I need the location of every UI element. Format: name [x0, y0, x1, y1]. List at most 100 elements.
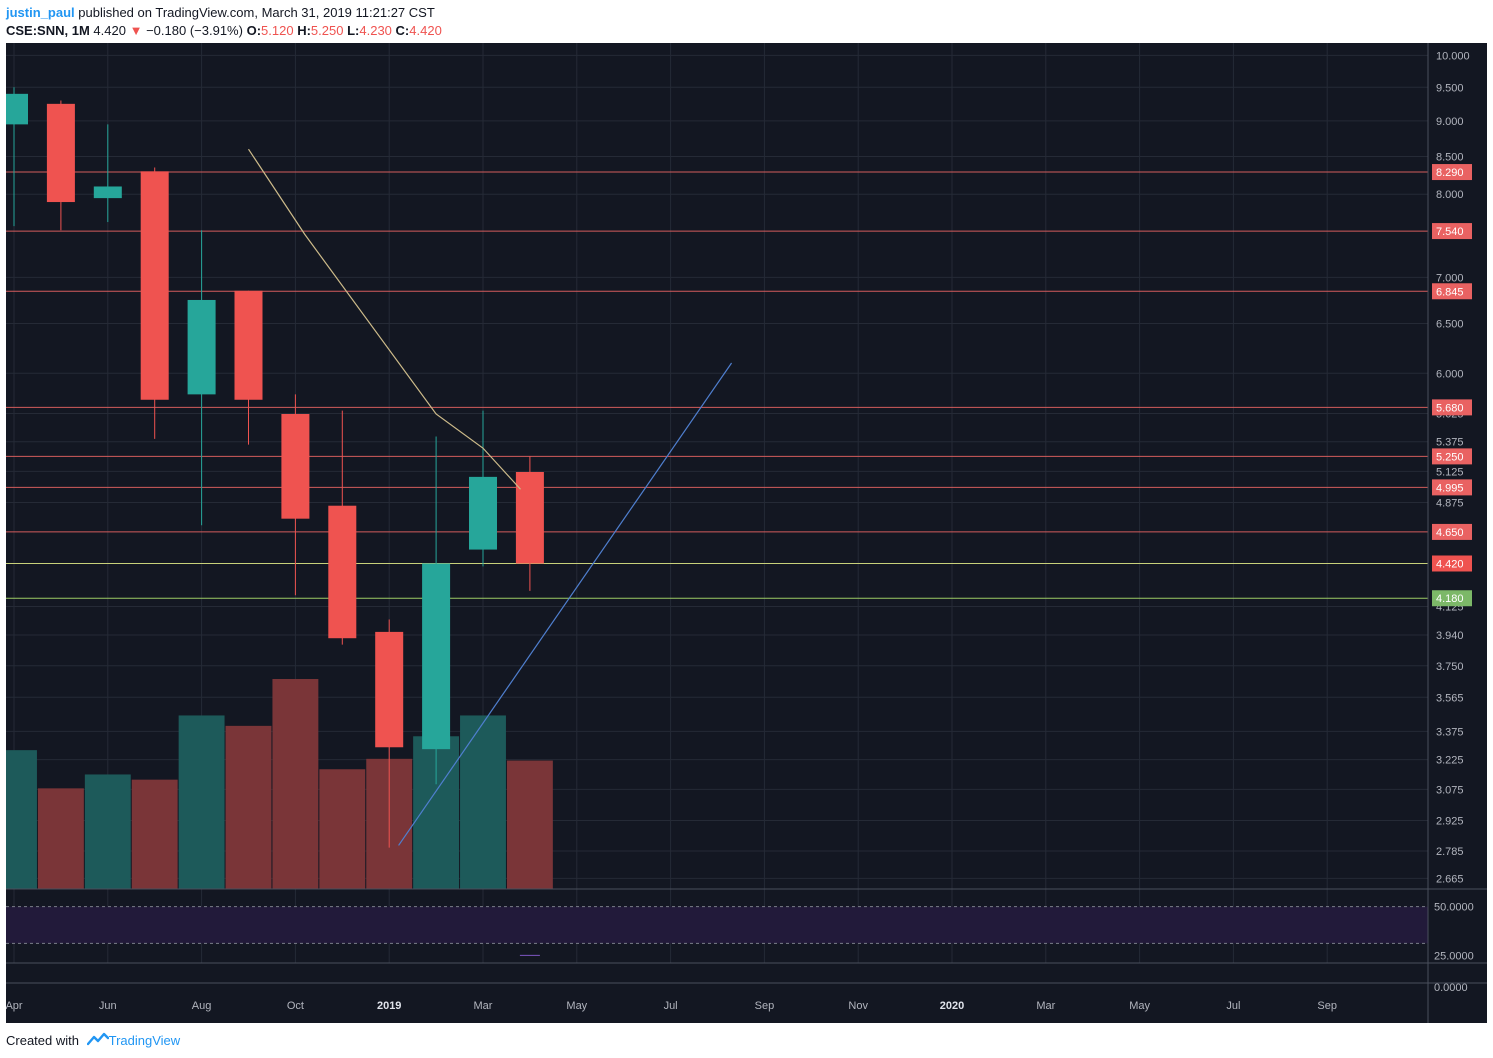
price-tag-label: 4.420 [1436, 558, 1464, 570]
symbol-interval: CSE:SNN, 1M [6, 23, 90, 38]
publish-info: justin_paul published on TradingView.com… [6, 4, 1486, 22]
time-axis-label: 2020 [940, 1000, 964, 1012]
price-tag-label: 5.680 [1436, 402, 1464, 414]
volume-bar [178, 715, 225, 889]
candle-body [6, 93, 28, 125]
low-value: 4.230 [359, 23, 392, 38]
price-axis-label: 4.875 [1436, 498, 1464, 510]
candle-body [46, 103, 75, 203]
candle-body [422, 563, 451, 750]
symbol-info: CSE:SNN, 1M 4.420 ▼ −0.180 (−3.91%) O:5.… [6, 22, 1486, 40]
last-price: 4.420 [93, 23, 126, 38]
open-value: 5.120 [261, 23, 294, 38]
price-axis-label: 3.375 [1436, 726, 1464, 738]
low-label: L: [347, 23, 360, 38]
tradingview-brand[interactable]: TradingView [108, 1033, 181, 1048]
price-tag-label: 4.995 [1436, 482, 1464, 494]
volume-bar [131, 779, 178, 889]
price-tag [1432, 523, 1472, 540]
price-tag [1432, 479, 1472, 496]
time-axis-label: Mar [1036, 1000, 1055, 1012]
time-axis-label: May [566, 1000, 587, 1012]
author-link[interactable]: justin_paul [6, 5, 75, 20]
price-axis-label: 3.565 [1436, 692, 1464, 704]
time-axis-label: Nov [848, 1000, 868, 1012]
price-axis-label: 3.750 [1436, 661, 1464, 673]
price-axis-label: 5.125 [1436, 466, 1464, 478]
candle-body [187, 299, 216, 395]
candle-body [375, 631, 404, 748]
price-chart[interactable]: Apr Jun Aug Oct 2019 Mar May Jul Sep Nov 2020 Mar Ma… [6, 43, 1487, 1023]
candle-body [469, 476, 497, 550]
price-tag [1432, 164, 1472, 181]
indicator-band [6, 906, 1428, 944]
volume-bar [6, 750, 37, 889]
time-axis-label: Sep [755, 1000, 775, 1012]
volume-bar [506, 760, 553, 889]
price-axis-label: 10.000 [1436, 50, 1470, 62]
price-tag-label: 6.845 [1436, 286, 1464, 298]
volume-bar [84, 774, 131, 889]
ascending-trendline [398, 362, 733, 846]
price-axis-label: 5.375 [1436, 437, 1464, 449]
price-axis-label: 2.665 [1436, 873, 1464, 885]
price-tag-label: 4.650 [1436, 527, 1464, 539]
price-axis-label: 3.075 [1436, 784, 1464, 796]
price-tag [1432, 283, 1472, 300]
close-label: C: [395, 23, 410, 38]
volume-bar [37, 788, 84, 889]
price-axis-label: 2.785 [1436, 846, 1464, 858]
volume-bar [319, 769, 366, 889]
indicator-axis-label: 50.0000 [1434, 902, 1474, 914]
candle-body [281, 413, 310, 519]
candle-body [515, 471, 544, 564]
time-axis-label: Apr [6, 1000, 23, 1012]
price-tag [1432, 590, 1472, 607]
price-tag-label: 5.250 [1436, 451, 1464, 463]
price-axis-label: 6.000 [1436, 368, 1464, 380]
created-with-text: Created with [6, 1033, 79, 1048]
price-axis-label: 9.500 [1436, 82, 1464, 94]
time-axis-label: Sep [1317, 1000, 1337, 1012]
price-axis-label: 3.225 [1436, 755, 1464, 767]
price-axis-label: 8.500 [1436, 151, 1464, 163]
volume-bar [272, 679, 319, 889]
volume-bar [225, 725, 272, 889]
price-tag-label: 8.290 [1436, 167, 1464, 179]
time-axis-label: Jul [1226, 1000, 1240, 1012]
price-axis-label: 9.000 [1436, 116, 1464, 128]
time-axis-label: 2019 [377, 1000, 401, 1012]
open-label: O: [246, 23, 262, 38]
chart-header: justin_paul published on TradingView.com… [6, 4, 1486, 40]
time-axis-label: Jun [99, 1000, 117, 1012]
close-value: 4.420 [409, 23, 442, 38]
down-arrow-icon: ▼ [129, 23, 143, 38]
price-axis-label: 2.925 [1436, 815, 1464, 827]
candle-body [234, 290, 263, 400]
high-value: 5.250 [310, 23, 344, 38]
price-tag [1432, 399, 1472, 416]
descending-trendline [247, 148, 521, 490]
price-tag [1432, 448, 1472, 465]
footer: Created with TradingView [6, 1030, 180, 1052]
price-tag [1432, 223, 1472, 240]
price-axis-label: 7.000 [1436, 272, 1464, 284]
high-label: H: [297, 23, 311, 38]
candle-body [140, 171, 169, 400]
price-tag [1432, 555, 1472, 572]
time-axis-label: Mar [474, 1000, 493, 1012]
tradingview-logo-icon [86, 1031, 109, 1053]
price-tag-label: 4.180 [1436, 593, 1464, 605]
time-axis-label: Oct [287, 1000, 304, 1012]
candle-body [93, 186, 122, 199]
volume-bar [460, 715, 506, 889]
price-tag-label: 7.540 [1436, 226, 1464, 238]
price-change: −0.180 (−3.91%) [146, 23, 243, 38]
price-axis-label: 6.500 [1436, 318, 1464, 330]
price-axis-label: 3.940 [1436, 630, 1464, 642]
candle-body [328, 505, 357, 639]
indicator-axis-label: 25.0000 [1434, 950, 1474, 962]
time-axis-label: Jul [664, 1000, 678, 1012]
indicator-axis-label: 0.0000 [1434, 982, 1468, 994]
time-axis-label: May [1129, 1000, 1150, 1012]
